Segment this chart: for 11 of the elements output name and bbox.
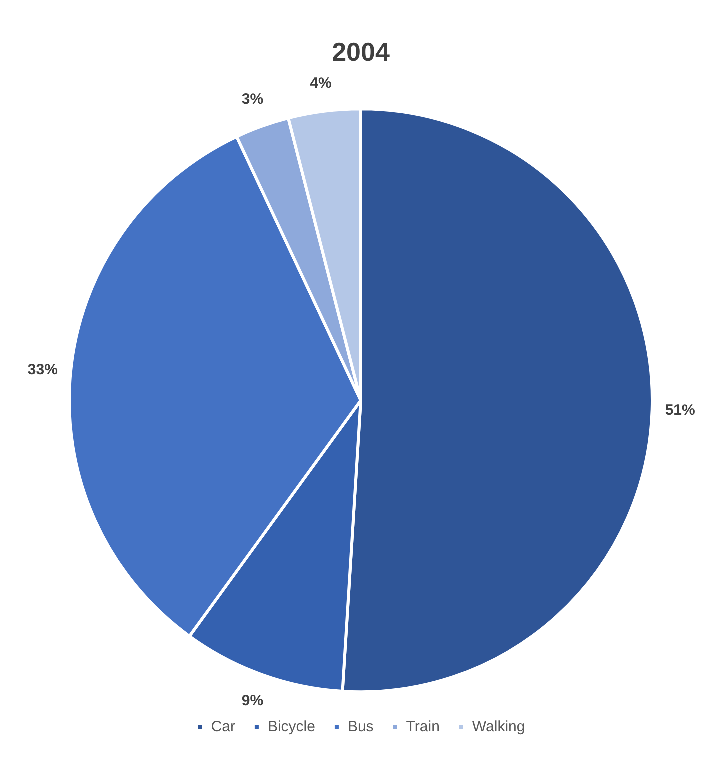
legend-label: Bus	[348, 718, 374, 736]
legend-label: Train	[406, 718, 440, 736]
data-label: 4%	[310, 74, 332, 92]
data-label: 51%	[665, 402, 696, 419]
chart-title: 2004	[332, 36, 390, 67]
legend-label: Bicycle	[268, 718, 316, 736]
legend-label: Walking	[472, 718, 526, 736]
data-label: 3%	[242, 91, 264, 108]
legend-label: Car	[211, 718, 236, 736]
data-label: 9%	[242, 692, 264, 710]
data-label: 33%	[28, 362, 58, 379]
